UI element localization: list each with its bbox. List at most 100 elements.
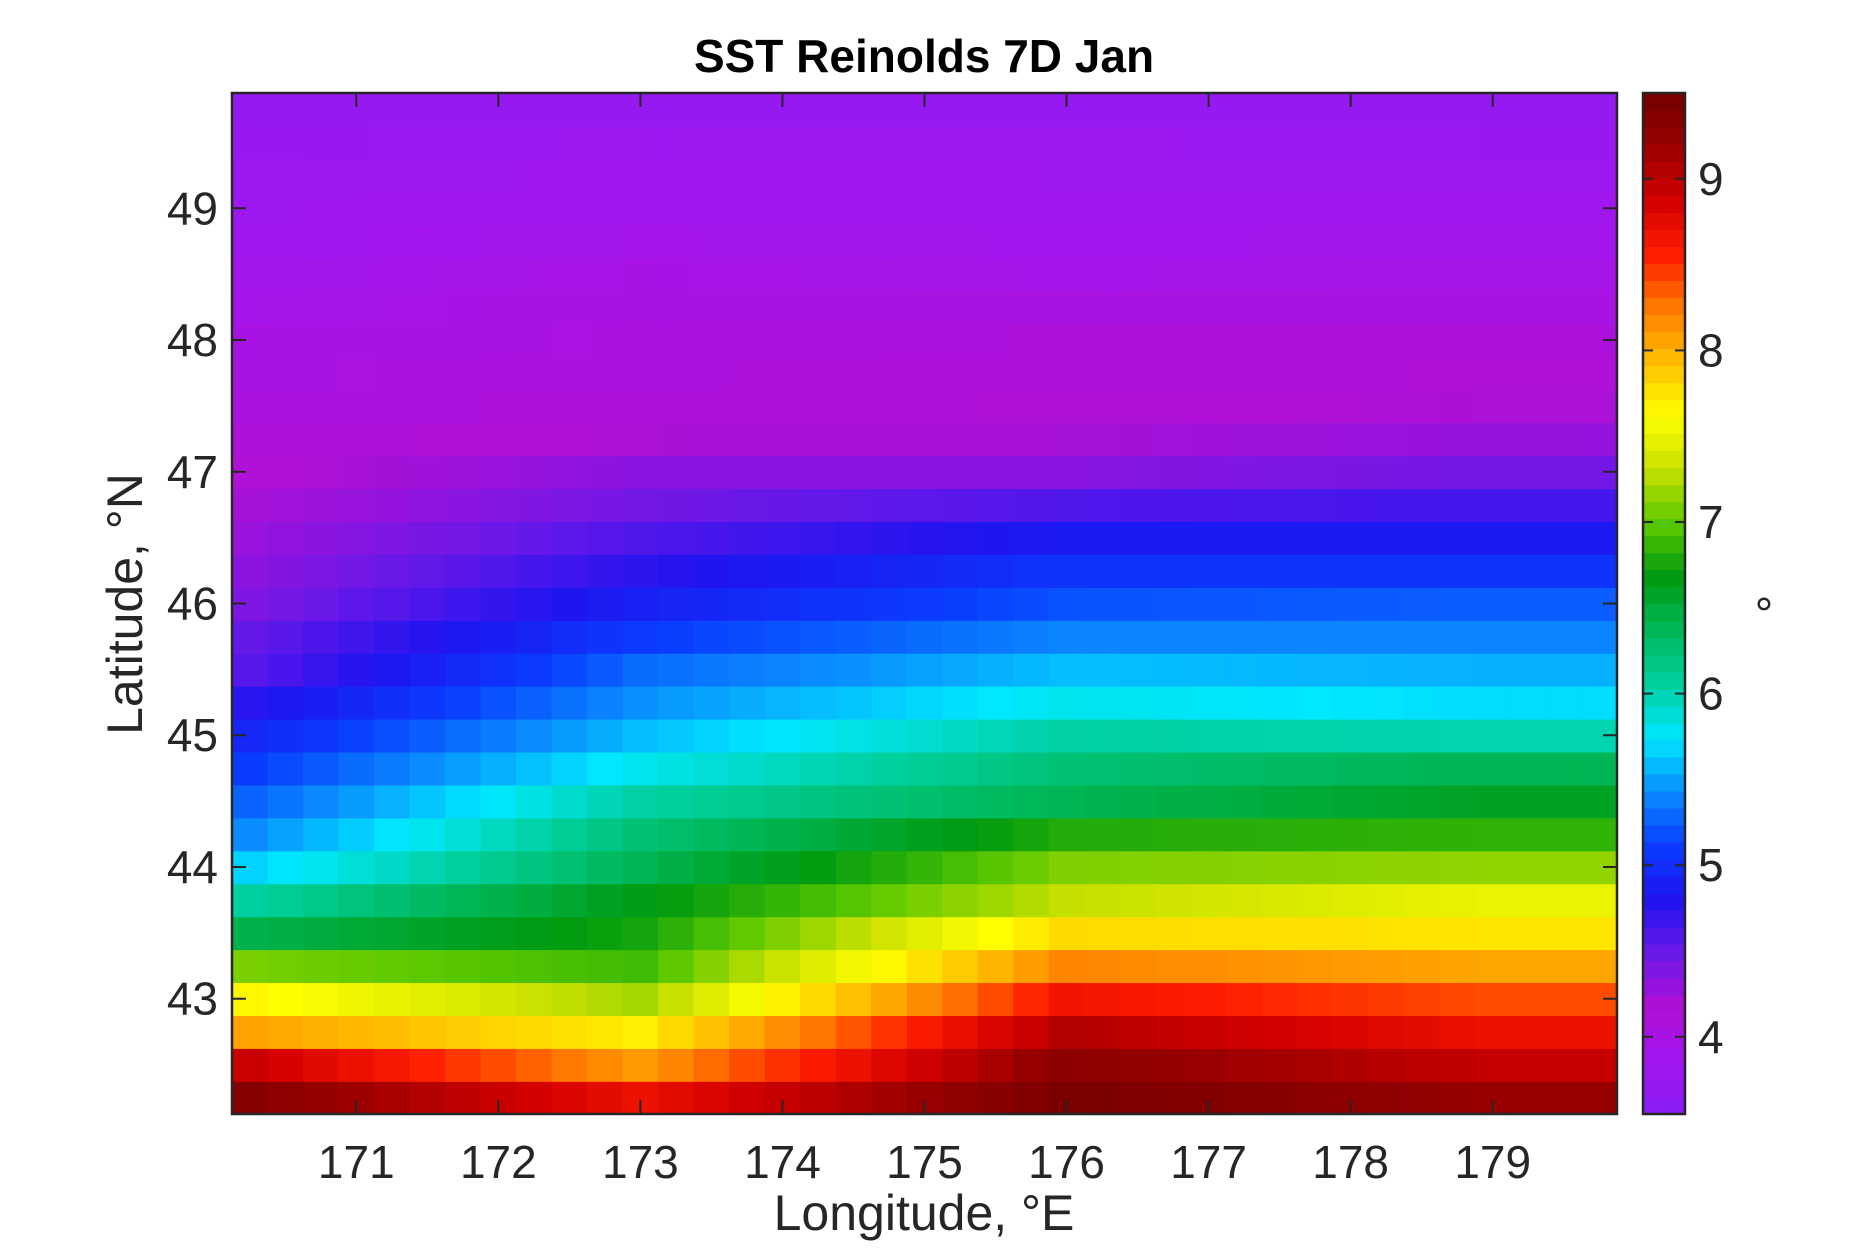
heatmap-cell xyxy=(338,257,375,292)
heatmap-cell xyxy=(1226,587,1263,621)
heatmap-cell xyxy=(942,751,979,786)
heatmap-cell xyxy=(693,257,730,292)
heatmap-cell xyxy=(516,488,553,522)
heatmap-cell xyxy=(1474,652,1512,687)
heatmap-cell xyxy=(445,191,482,226)
heatmap-cell xyxy=(871,718,908,753)
heatmap-cell xyxy=(977,125,1015,160)
heatmap-cell xyxy=(303,587,340,621)
heatmap-cell xyxy=(303,751,340,786)
heatmap-cell xyxy=(764,224,801,259)
heatmap-cell xyxy=(906,916,944,951)
heatmap-cell xyxy=(1474,488,1512,522)
heatmap-cell xyxy=(1013,257,1050,292)
heatmap-cell xyxy=(267,751,304,786)
heatmap-cell xyxy=(303,93,340,127)
heatmap-cell xyxy=(1084,718,1121,753)
heatmap-cell xyxy=(445,982,482,1016)
heatmap-cell xyxy=(303,1015,340,1049)
heatmap-cell xyxy=(658,619,695,654)
heatmap-cell xyxy=(1226,93,1263,127)
heatmap-cell xyxy=(516,1081,553,1114)
heatmap-cell xyxy=(303,422,340,457)
heatmap-cell xyxy=(303,949,340,984)
heatmap-cell xyxy=(1190,389,1228,424)
heatmap-cell xyxy=(622,784,659,819)
heatmap-cell xyxy=(764,1015,801,1049)
heatmap-cell xyxy=(800,158,837,193)
heatmap-cell xyxy=(906,619,944,654)
heatmap-cell xyxy=(374,982,411,1016)
heatmap-cell xyxy=(1368,1048,1405,1082)
heatmap-cell xyxy=(374,817,411,852)
heatmap-cell xyxy=(409,949,446,984)
heatmap-cell xyxy=(1545,93,1583,127)
heatmap-cell xyxy=(1155,751,1192,786)
heatmap-cell xyxy=(267,191,304,226)
heatmap-cell xyxy=(977,488,1015,522)
heatmap-cell xyxy=(374,1081,411,1114)
heatmap-cell xyxy=(835,982,873,1016)
heatmap-cell xyxy=(1510,191,1547,226)
heatmap-cell xyxy=(480,488,517,522)
heatmap-cell xyxy=(587,850,624,885)
heatmap-cell xyxy=(1084,521,1121,555)
heatmap-cell xyxy=(1368,982,1405,1016)
heatmap-cell xyxy=(551,422,588,457)
heatmap-cell xyxy=(1510,982,1547,1016)
heatmap-cell xyxy=(1368,685,1405,720)
heatmap-cell xyxy=(871,751,908,786)
heatmap-cell xyxy=(1474,1048,1512,1082)
heatmap-cell xyxy=(1368,257,1405,292)
heatmap-cell xyxy=(871,1015,908,1049)
heatmap-cell xyxy=(1119,158,1157,193)
heatmap-cell xyxy=(622,1048,659,1082)
heatmap-cell xyxy=(729,290,766,325)
heatmap-cell xyxy=(374,257,411,292)
heatmap-cell xyxy=(942,323,979,358)
heatmap-cell xyxy=(1048,488,1086,522)
heatmap-cell xyxy=(1013,982,1050,1016)
heatmap-cell xyxy=(445,488,482,522)
heatmap-cell xyxy=(622,257,659,292)
heatmap-cell xyxy=(764,488,801,522)
heatmap-cell xyxy=(693,125,730,160)
heatmap-cell xyxy=(1581,1081,1617,1114)
heatmap-cell xyxy=(906,125,944,160)
heatmap-cell xyxy=(693,356,730,391)
heatmap-cell xyxy=(658,521,695,555)
x-tick-label: 175 xyxy=(886,1136,963,1188)
heatmap-cell xyxy=(1155,817,1192,852)
heatmap-cell xyxy=(1261,817,1299,852)
heatmap-cell xyxy=(1368,817,1405,852)
heatmap-cell xyxy=(1332,883,1370,918)
heatmap-cell xyxy=(1048,982,1086,1016)
heatmap-cell xyxy=(232,751,269,786)
heatmap-cell xyxy=(303,224,340,259)
heatmap-cell xyxy=(587,1015,624,1049)
heatmap-cell xyxy=(1368,158,1405,193)
heatmap-cell xyxy=(622,356,659,391)
heatmap-cell xyxy=(232,883,269,918)
heatmap-cell xyxy=(1048,290,1086,325)
heatmap-cell xyxy=(587,290,624,325)
heatmap-cell xyxy=(587,521,624,555)
x-tick-label: 177 xyxy=(1170,1136,1247,1188)
colorbar-tick-label: 7 xyxy=(1698,496,1724,548)
heatmap-cell xyxy=(729,554,766,588)
heatmap-cell xyxy=(1048,455,1086,490)
heatmap-cell xyxy=(1581,554,1617,588)
heatmap-cell xyxy=(551,125,588,160)
heatmap-cell xyxy=(693,455,730,490)
heatmap-cell xyxy=(835,718,873,753)
heatmap-cell xyxy=(1226,817,1263,852)
heatmap-cell xyxy=(267,356,304,391)
heatmap-cell xyxy=(1510,290,1547,325)
heatmap-cell xyxy=(232,356,269,391)
heatmap-cell xyxy=(977,422,1015,457)
heatmap-cell xyxy=(1155,718,1192,753)
heatmap-cell xyxy=(445,422,482,457)
heatmap-cell xyxy=(1226,619,1263,654)
heatmap-cell xyxy=(445,587,482,621)
colorbar-band xyxy=(1643,1045,1685,1064)
